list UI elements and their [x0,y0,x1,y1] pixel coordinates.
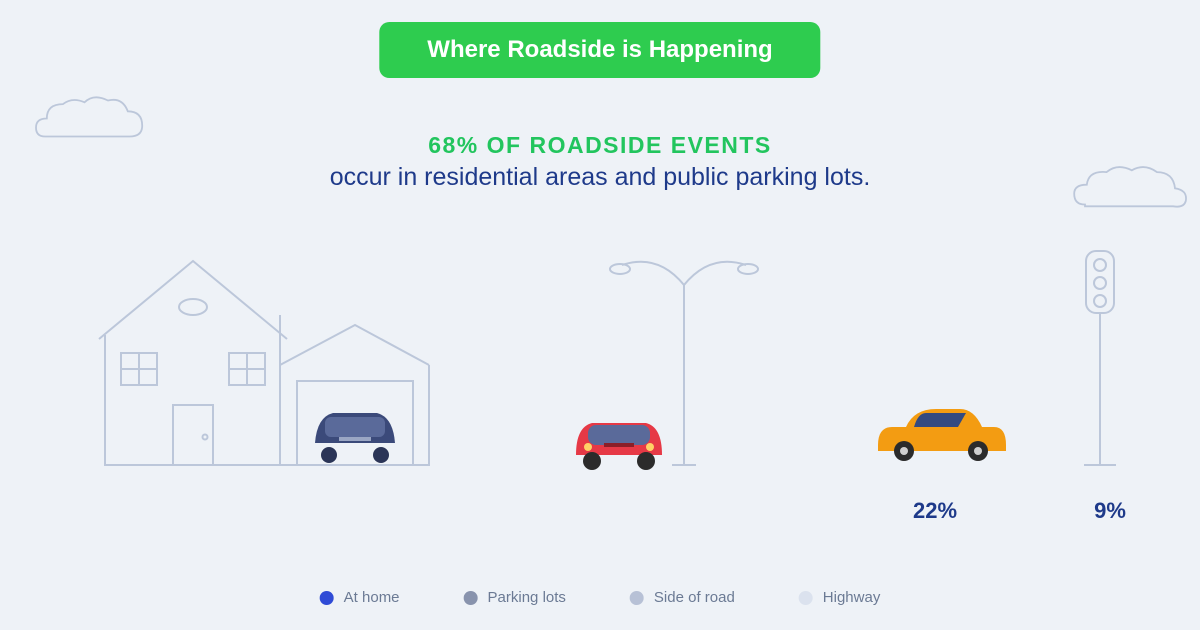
locations-row: 42% 26% 22% 9% [0,230,1200,530]
legend-dot [464,591,478,605]
legend-dot [799,591,813,605]
legend-item: Parking lots [464,589,566,606]
legend: At home Parking lots Side of road Highway [320,589,881,606]
house-car-icon [95,245,435,475]
percent-roadside: 22% [913,498,957,524]
location-highway [1060,245,1140,480]
headline-stat: 68% OF ROADSIDE EVENTS [0,132,1200,159]
percent-home: 42% [238,498,282,524]
legend-item: At home [320,589,400,606]
title-text: Where Roadside is Happening [427,36,772,63]
location-roadside [870,389,1010,474]
traffic-light-icon [1060,245,1140,475]
streetlight-car-icon [548,245,768,475]
infographic-stage: Where Roadside is Happening 68% OF ROADS… [0,0,1200,630]
legend-dot [320,591,334,605]
legend-label: Side of road [654,589,735,606]
legend-label: Parking lots [488,589,566,606]
headline-sub: occur in residential areas and public pa… [0,163,1200,192]
location-home [95,245,435,480]
headline: 68% OF ROADSIDE EVENTS occur in resident… [0,132,1200,192]
legend-item: Highway [799,589,881,606]
side-car-icon [870,389,1010,469]
percent-highway: 9% [1094,498,1126,524]
legend-item: Side of road [630,589,735,606]
legend-label: Highway [823,589,881,606]
legend-label: At home [344,589,400,606]
percent-parking: 26% [631,498,675,524]
location-parking [548,245,768,480]
title-banner: Where Roadside is Happening [379,22,820,78]
legend-dot [630,591,644,605]
